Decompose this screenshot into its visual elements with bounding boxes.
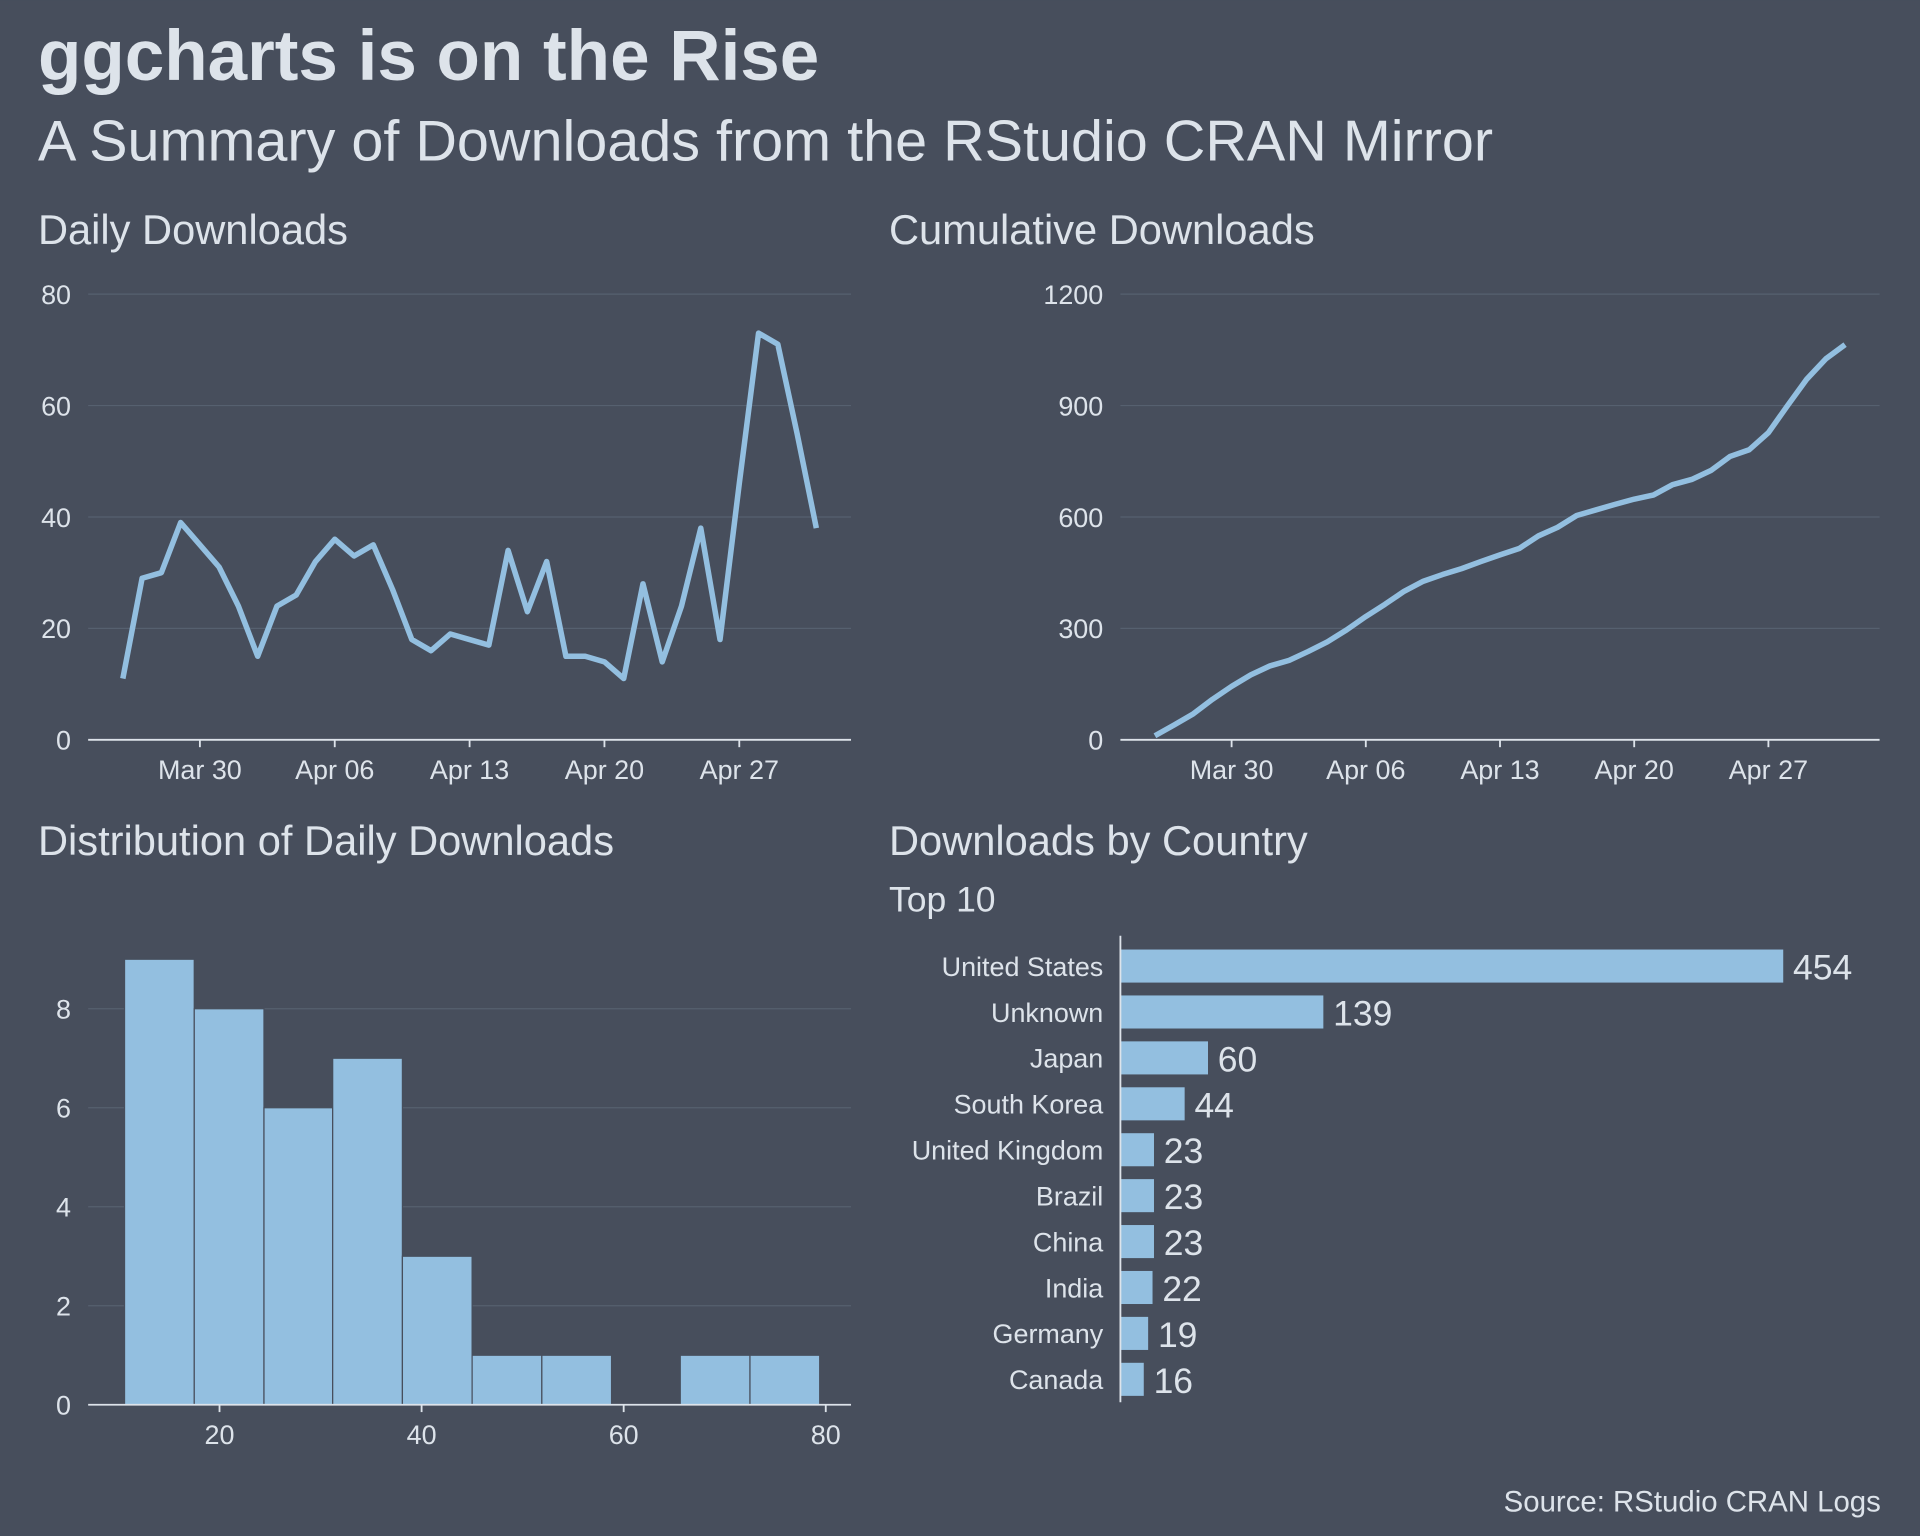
- value-label: 60: [1218, 1039, 1258, 1079]
- bar: [263, 1107, 334, 1406]
- value-label: 23: [1164, 1131, 1204, 1171]
- x-tick-label: 20: [205, 1420, 235, 1450]
- value-label: 16: [1154, 1361, 1193, 1401]
- bar: [749, 1354, 821, 1406]
- caption: Source: RStudio CRAN Logs: [1504, 1485, 1881, 1518]
- y-tick-label: 80: [41, 280, 71, 310]
- y-tick-label: 0: [56, 1391, 71, 1421]
- chart-title: Cumulative Downloads: [889, 206, 1315, 253]
- x-tick-label: 80: [811, 1420, 841, 1450]
- value-label: 23: [1164, 1177, 1204, 1217]
- x-tick-label: Apr 06: [1326, 755, 1405, 785]
- x-tick-label: 40: [407, 1420, 437, 1450]
- bar: [1120, 1087, 1185, 1121]
- y-tick-label: 600: [1058, 503, 1103, 533]
- x-tick-label: Apr 13: [1460, 755, 1539, 785]
- value-label: 454: [1793, 948, 1852, 988]
- chart-subtitle: Top 10: [889, 879, 996, 919]
- bar: [541, 1354, 613, 1406]
- x-tick-label: Apr 20: [565, 755, 644, 785]
- value-label: 44: [1194, 1085, 1233, 1125]
- bar: [401, 1255, 473, 1406]
- bar: [679, 1354, 751, 1406]
- x-tick-label: Apr 20: [1595, 755, 1674, 785]
- bar: [1120, 949, 1784, 983]
- bar: [471, 1354, 543, 1406]
- y-tick-label: United States: [942, 952, 1104, 982]
- y-tick-label: Japan: [1030, 1044, 1103, 1074]
- y-tick-label: 300: [1058, 614, 1103, 644]
- bar: [1120, 1133, 1154, 1167]
- bar: [193, 1008, 265, 1406]
- y-tick-label: India: [1045, 1273, 1103, 1303]
- y-tick-label: 0: [56, 726, 71, 756]
- y-tick-label: 8: [56, 995, 71, 1025]
- y-tick-label: 2: [56, 1292, 71, 1322]
- value-label: 19: [1158, 1315, 1197, 1355]
- bar: [1120, 1316, 1149, 1350]
- y-tick-label: 6: [56, 1094, 71, 1124]
- y-tick-label: 40: [41, 503, 71, 533]
- bar: [123, 958, 195, 1406]
- x-tick-label: Apr 06: [295, 755, 374, 785]
- y-tick-label: 4: [56, 1193, 71, 1223]
- y-tick-label: Germany: [993, 1319, 1104, 1349]
- chart-title: Downloads by Country: [889, 817, 1308, 864]
- y-tick-label: United Kingdom: [912, 1136, 1104, 1166]
- chart-title: Daily Downloads: [38, 206, 348, 253]
- bar: [332, 1057, 404, 1406]
- bar: [1120, 995, 1324, 1029]
- bar: [1120, 1041, 1209, 1075]
- line: [120, 330, 820, 682]
- y-tick-label: South Korea: [954, 1090, 1104, 1120]
- value-label: 139: [1333, 993, 1392, 1033]
- x-tick-label: Mar 30: [158, 755, 242, 785]
- x-tick-label: Apr 27: [700, 755, 779, 785]
- y-tick-label: 1200: [1043, 280, 1103, 310]
- y-tick-label: 0: [1088, 726, 1103, 756]
- bar: [1120, 1362, 1144, 1396]
- bar: [1120, 1225, 1154, 1259]
- y-tick-label: 900: [1058, 391, 1103, 421]
- chart-title: Distribution of Daily Downloads: [38, 817, 614, 864]
- x-tick-label: Apr 13: [430, 755, 509, 785]
- x-tick-label: 60: [609, 1420, 639, 1450]
- title: ggcharts is on the Rise: [38, 17, 819, 96]
- y-tick-label: Canada: [1009, 1365, 1103, 1395]
- bar: [1120, 1179, 1154, 1213]
- x-tick-label: Apr 27: [1729, 755, 1808, 785]
- y-tick-label: Brazil: [1036, 1181, 1103, 1211]
- y-tick-label: 60: [41, 391, 71, 421]
- x-tick-label: Mar 30: [1190, 755, 1274, 785]
- value-label: 22: [1162, 1269, 1201, 1309]
- y-tick-label: Unknown: [991, 998, 1103, 1028]
- subtitle: A Summary of Downloads from the RStudio …: [38, 110, 1493, 174]
- line: [1153, 342, 1847, 739]
- y-tick-label: 20: [41, 614, 71, 644]
- y-tick-label: China: [1033, 1227, 1103, 1257]
- value-label: 23: [1164, 1223, 1204, 1263]
- bar: [1120, 1270, 1153, 1305]
